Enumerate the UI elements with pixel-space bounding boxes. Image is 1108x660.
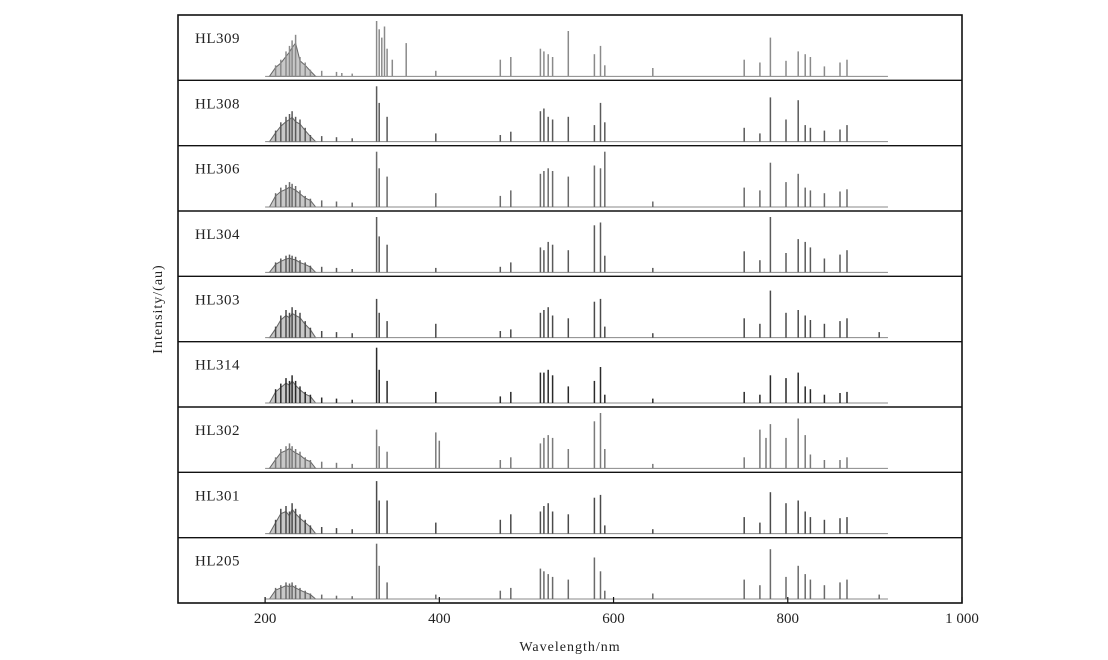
spectrum-panel: HL301 xyxy=(178,471,962,535)
spectrum-panel: HL205 xyxy=(178,536,962,600)
spectra-panels: HL309 HL308 HL306 HL304 HL303 HL314 HL302 HL301… xyxy=(178,21,962,600)
sample-label: HL304 xyxy=(195,227,240,243)
spectrum-panel: HL309 xyxy=(195,21,888,77)
sample-label: HL205 xyxy=(195,554,240,570)
sample-label: HL301 xyxy=(195,488,240,504)
spectrum-panel: HL303 xyxy=(178,275,962,339)
x-tick-label: 400 xyxy=(428,611,451,627)
x-tick-label: 200 xyxy=(254,611,277,627)
spectrum-panel: HL306 xyxy=(178,144,962,208)
spectrum-panel: HL308 xyxy=(178,79,962,143)
sample-label: HL302 xyxy=(195,423,240,439)
x-tick-label: 1 000 xyxy=(945,611,979,627)
sample-label: HL303 xyxy=(195,292,240,308)
spectrum-panel: HL314 xyxy=(178,340,962,404)
x-tick-label: 800 xyxy=(777,611,800,627)
plot-frame xyxy=(177,14,963,604)
spectrum-panel: HL304 xyxy=(178,210,962,273)
sample-label: HL306 xyxy=(195,162,240,178)
spectrum-panel: HL302 xyxy=(178,406,962,469)
y-axis-title: Intensity/(au) xyxy=(151,264,166,353)
x-axis-title: Wavelength/nm xyxy=(519,640,620,655)
x-axis: 200 400 600 800 1 000 xyxy=(254,597,979,627)
sample-label: HL309 xyxy=(195,31,240,47)
sample-label: HL308 xyxy=(195,96,240,112)
sample-label: HL314 xyxy=(195,358,240,374)
x-tick-label: 600 xyxy=(602,611,625,627)
